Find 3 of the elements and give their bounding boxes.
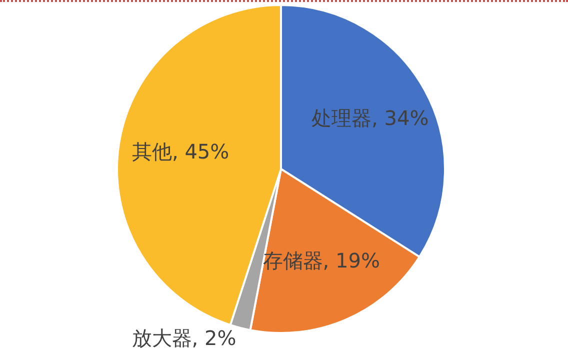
slice-label: 其他, 45%	[132, 139, 230, 164]
slice-label: 放大器, 2%	[132, 326, 236, 350]
slice-label: 处理器, 34%	[312, 106, 429, 130]
